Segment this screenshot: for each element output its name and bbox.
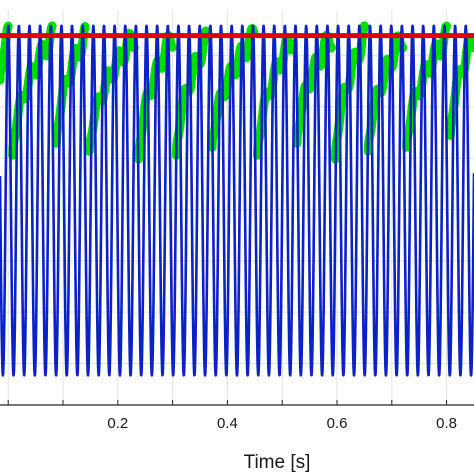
x-axis-ticks: 0.2 0.4 0.6 0.8 <box>7 400 457 432</box>
green-series-segment <box>8 21 57 160</box>
x-tick-label: 0.2 <box>107 415 128 432</box>
x-axis-label: Time [s] <box>244 452 311 473</box>
green-series-segment <box>363 31 408 156</box>
x-tick-label: 0.4 <box>217 415 238 432</box>
green-series-segment <box>171 26 213 160</box>
x-tick-label: 0.6 <box>327 415 348 432</box>
x-tick-label: 0.8 <box>436 415 457 432</box>
plot-area <box>0 21 474 377</box>
blue-series-line <box>0 24 474 377</box>
